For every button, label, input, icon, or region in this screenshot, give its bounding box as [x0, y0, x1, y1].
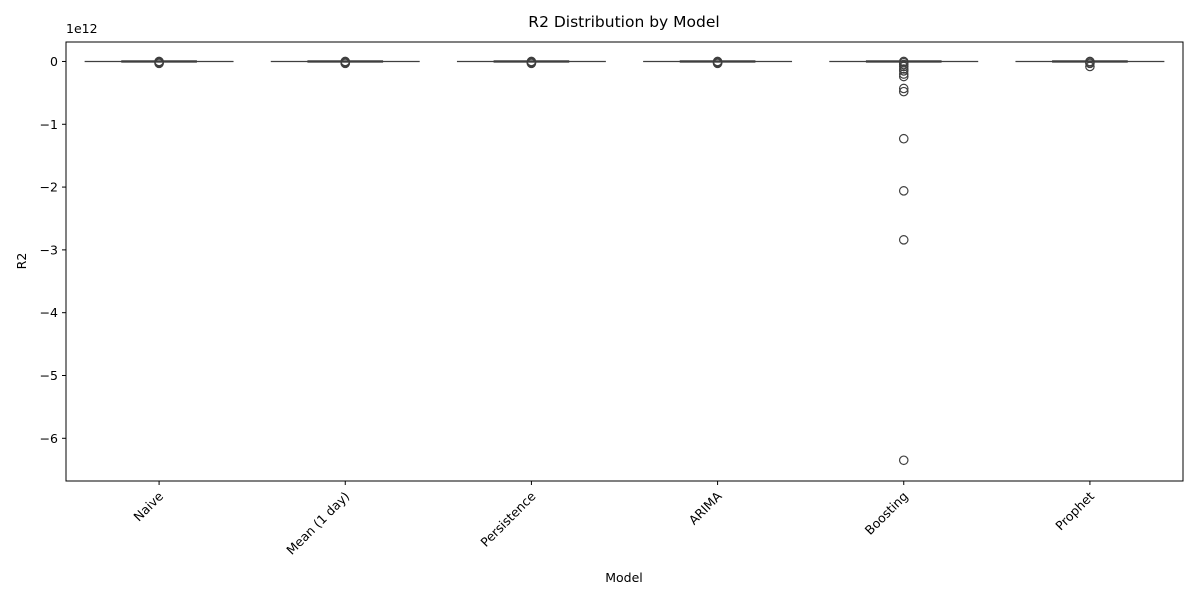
outlier-persistence — [526, 58, 537, 69]
outlier-boosting — [898, 133, 909, 144]
x-tick-label: Mean (1 day) — [283, 489, 352, 558]
x-tick-label: Boosting — [862, 489, 911, 538]
x-axis-label: Model — [605, 570, 643, 585]
y-tick-label: −2 — [40, 180, 58, 195]
outlier-boosting — [898, 83, 909, 94]
plot-area: 0 −1 −2 −3 −4 −5 −6 Naive Mean (1 day) Persistenc… — [40, 41, 1184, 558]
y-tick-label: −3 — [40, 242, 58, 257]
chart-title: R2 Distribution by Model — [528, 13, 719, 31]
outlier-boosting — [898, 71, 909, 82]
y-tick-label: 0 — [50, 54, 58, 69]
outlier-boosting — [898, 455, 909, 466]
outlier-prophet — [1085, 58, 1095, 69]
outlier-boosting — [898, 235, 909, 245]
outlier-mean-1-day — [340, 58, 351, 69]
outlier-boosting — [898, 69, 909, 79]
y-tick-label: −4 — [40, 305, 58, 320]
axes-frame — [65, 41, 1184, 482]
outlier-naive — [154, 58, 164, 69]
outlier-boosting — [898, 186, 909, 196]
y-tick-label: −6 — [40, 431, 58, 446]
y-tick-label: −1 — [40, 117, 58, 132]
y-tick-label: −5 — [40, 368, 58, 383]
outlier-boosting — [898, 66, 909, 76]
x-tick-label: ARIMA — [686, 488, 725, 527]
x-tick-label: Prophet — [1052, 488, 1097, 533]
outlier-prophet — [1085, 61, 1095, 72]
y-offset-label: 1e12 — [66, 21, 98, 36]
outlier-boosting — [898, 86, 909, 97]
y-axis-label: R2 — [14, 253, 29, 270]
x-tick-label: Persistence — [477, 488, 538, 549]
outlier-boosting — [898, 61, 909, 72]
outlier-arima — [712, 58, 723, 69]
x-tick-label: Naive — [130, 488, 166, 524]
